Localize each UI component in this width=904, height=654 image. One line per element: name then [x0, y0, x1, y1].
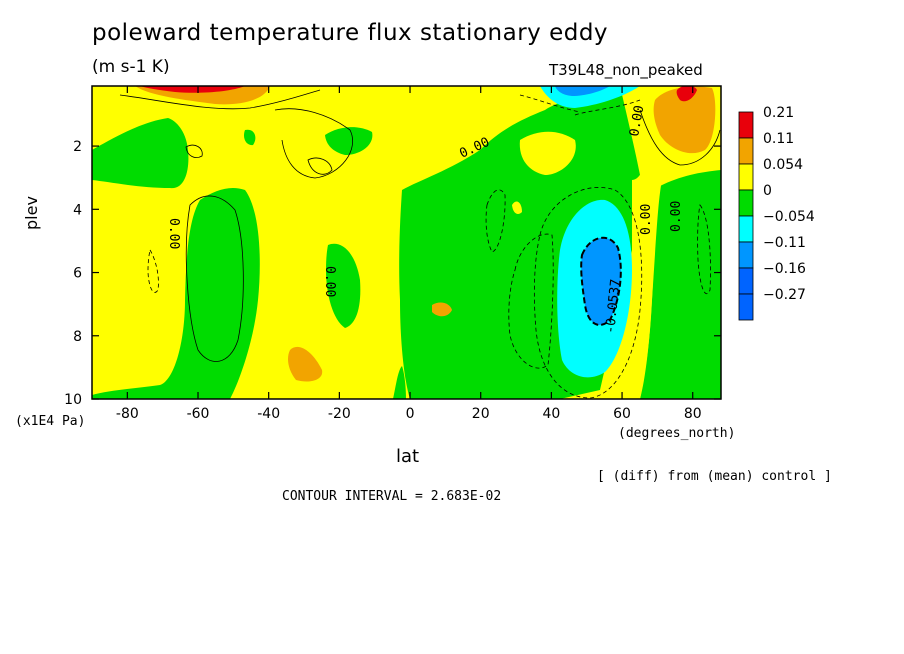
x-tick-label: 80: [684, 406, 702, 422]
contour-interval: CONTOUR INTERVAL = 2.683E-02: [282, 489, 502, 504]
chart-title: poleward temperature flux stationary edd…: [92, 20, 609, 46]
colorbar-swatch: [738, 267, 754, 295]
colorbar-label: −0.27: [763, 287, 806, 303]
contour-label: -0.0537: [603, 278, 624, 334]
negative-contours: [147, 94, 711, 399]
x-axis-label: lat: [396, 446, 420, 467]
negative-region-fill: [326, 243, 361, 328]
contour-label: 0.00: [322, 266, 337, 297]
colorbar-swatch: [738, 111, 754, 139]
positive-weak-fill: [620, 86, 667, 399]
negative-strong-fill: [581, 237, 621, 325]
colorbar-swatch: [738, 189, 754, 217]
colorbar-swatch: [738, 293, 754, 321]
y-tick-label: 6: [73, 266, 82, 282]
x-tick-label: 20: [472, 406, 490, 422]
positive-medium-fill: [432, 302, 452, 317]
negative-region-fill: [640, 170, 721, 399]
y-tick-label: 10: [64, 392, 82, 408]
colorbar-swatch: [738, 137, 754, 165]
x-tick-label: -20: [328, 406, 351, 422]
y-tick-label: 2: [73, 139, 82, 155]
colorbar-label: 0.11: [763, 131, 794, 147]
colorbar-label: −0.11: [763, 235, 806, 251]
colorbar-swatch: [738, 163, 754, 191]
colorbar: 0.21 0.11 0.054 0 −0.054 −0.11 −0.16 −0.27: [738, 105, 815, 321]
x-tick-label: 60: [613, 406, 631, 422]
colorbar-swatch: [738, 241, 754, 269]
negative-region-fill: [92, 188, 260, 399]
colorbar-label: −0.16: [763, 261, 806, 277]
negative-region-fill: [393, 366, 406, 399]
plot-frame: [91, 85, 722, 400]
core-contour: [580, 236, 622, 326]
colorbar-swatch: [738, 215, 754, 243]
positive-medium-fill: [653, 86, 716, 154]
colorbar-label: 0: [763, 183, 772, 199]
negative-region-fill: [92, 118, 189, 189]
x-tick-label: 40: [542, 406, 560, 422]
colorbar-label: −0.054: [763, 209, 815, 225]
y-tick-label: 8: [73, 329, 82, 345]
experiment-name: T39L48_non_peaked: [549, 61, 703, 79]
y-axis-units: (x1E4 Pa): [15, 414, 86, 429]
positive-weak-fill: [512, 201, 522, 214]
x-axis-units: (degrees_north): [618, 426, 736, 441]
diff-note: [ (diff) from (mean) control ]: [597, 469, 832, 484]
contour-label: 0.00: [669, 201, 684, 232]
positive-strong-fill: [140, 86, 245, 93]
x-axis: -80 -60 -40 -20 0 20 40 60 80: [116, 86, 702, 422]
contour-label: 0.00: [627, 104, 647, 137]
contour-label: 0.00: [166, 218, 181, 249]
contour-label: 0.00: [639, 204, 654, 235]
colorbar-label: 0.21: [763, 105, 794, 121]
colorbar-label: 0.054: [763, 157, 803, 173]
negative-strong-fill: [555, 86, 610, 96]
positive-strong-fill: [676, 86, 697, 102]
positive-weak-fill: [519, 131, 576, 175]
positive-contours: [119, 89, 721, 362]
chart-units: (m s-1 K): [92, 57, 170, 77]
positive-medium-fill: [288, 346, 323, 382]
x-tick-label: 0: [406, 406, 415, 422]
x-tick-label: -80: [116, 406, 139, 422]
negative-region-fill: [325, 127, 373, 155]
negative-region-fill: [243, 129, 256, 146]
y-tick-label: 4: [73, 202, 82, 218]
x-tick-label: -60: [187, 406, 210, 422]
y-axis: 2 4 6 8 10: [64, 139, 721, 408]
x-tick-label: -40: [257, 406, 280, 422]
contour-fill: [92, 86, 721, 399]
